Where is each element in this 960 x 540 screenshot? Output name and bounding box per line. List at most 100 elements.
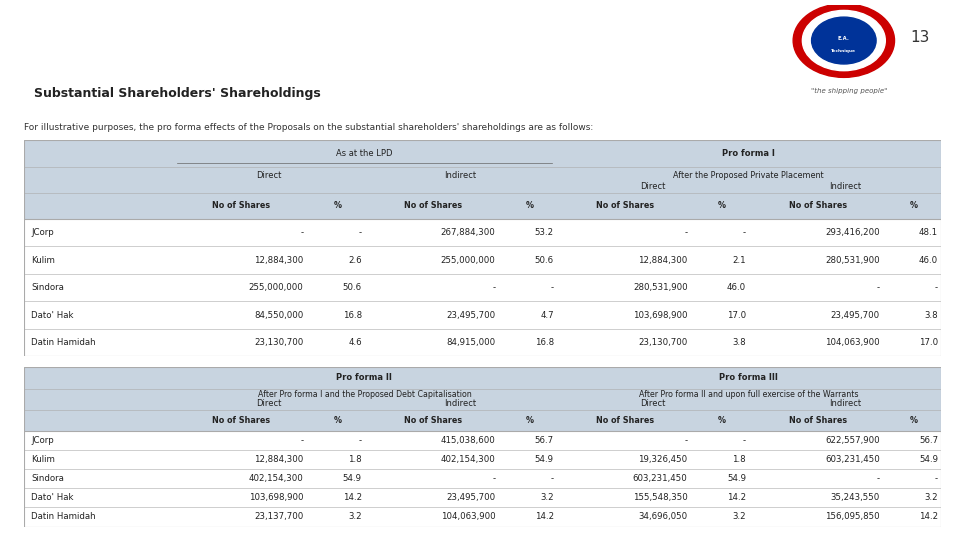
Text: After Pro forma II and upon full exercise of the Warrants: After Pro forma II and upon full exercis… [639,390,858,399]
Text: 19,326,450: 19,326,450 [638,455,687,464]
Text: 14.2: 14.2 [535,512,554,522]
Text: Sindora: Sindora [32,283,64,292]
Text: 23,137,700: 23,137,700 [254,512,303,522]
Text: %: % [910,416,918,425]
Bar [24,246,941,274]
Text: Kulim: Kulim [32,255,56,265]
Text: 23,130,700: 23,130,700 [638,338,687,347]
Bar [24,166,941,193]
Bar [24,431,941,450]
Text: 402,154,300: 402,154,300 [441,455,495,464]
Text: 14.2: 14.2 [343,494,362,502]
Text: 23,495,700: 23,495,700 [830,310,879,320]
Text: -: - [492,474,495,483]
Text: 103,698,900: 103,698,900 [249,494,303,502]
Text: JCorp: JCorp [32,228,54,237]
Text: Effects of the Proposals: Effects of the Proposals [11,26,227,41]
Text: After Pro forma I and the Proposed Debt Capitalisation: After Pro forma I and the Proposed Debt … [257,390,471,399]
Text: %: % [717,416,726,425]
Bar [24,140,941,166]
Text: 14.2: 14.2 [919,512,938,522]
Text: 17.0: 17.0 [727,310,746,320]
Text: Pro forma III: Pro forma III [719,373,779,382]
Text: 16.8: 16.8 [343,310,362,320]
Circle shape [793,4,895,77]
Text: 2.6: 2.6 [348,255,362,265]
Bar [24,469,941,488]
Text: 16.8: 16.8 [535,338,554,347]
Text: 12,884,300: 12,884,300 [638,255,687,265]
Text: For illustrative purposes, the pro forma effects of the Proposals on the substan: For illustrative purposes, the pro forma… [24,123,593,132]
Text: 12,884,300: 12,884,300 [254,455,303,464]
Text: Technique: Technique [831,50,856,53]
Text: 104,063,900: 104,063,900 [441,512,495,522]
Text: 34,696,050: 34,696,050 [638,512,687,522]
Bar [24,301,941,329]
Text: 84,550,000: 84,550,000 [254,310,303,320]
Text: -: - [492,283,495,292]
Text: %: % [525,201,534,210]
Bar [24,389,941,410]
Text: 293,416,200: 293,416,200 [825,228,879,237]
Text: -: - [876,474,879,483]
Circle shape [803,10,885,71]
Text: No of Shares: No of Shares [404,416,463,425]
Text: %: % [910,201,918,210]
Text: 23,495,700: 23,495,700 [446,494,495,502]
Text: 255,000,000: 255,000,000 [441,255,495,265]
Text: -: - [551,283,554,292]
Text: 103,698,900: 103,698,900 [633,310,687,320]
Text: 603,231,450: 603,231,450 [825,455,879,464]
Text: After the Proposed Private Placement: After the Proposed Private Placement [673,171,824,180]
Text: 1.8: 1.8 [732,455,746,464]
Text: 1.8: 1.8 [348,455,362,464]
Text: Datin Hamidah: Datin Hamidah [32,512,96,522]
Text: 23,130,700: 23,130,700 [254,338,303,347]
Text: No of Shares: No of Shares [788,201,847,210]
Text: 3.2: 3.2 [924,494,938,502]
Text: %: % [717,201,726,210]
Text: -: - [743,228,746,237]
Text: 54.9: 54.9 [919,455,938,464]
Text: -: - [300,436,303,446]
Bar [24,508,941,526]
Text: 12,884,300: 12,884,300 [254,255,303,265]
Text: Pro forma I: Pro forma I [722,149,775,158]
Text: 56.7: 56.7 [535,436,554,446]
Text: 50.6: 50.6 [343,283,362,292]
Bar [24,219,941,246]
Text: -: - [935,474,938,483]
Text: Indirect: Indirect [444,399,476,408]
Bar [24,488,941,508]
Text: Indirect: Indirect [828,181,861,191]
Bar [24,329,941,356]
Text: -: - [935,283,938,292]
Bar [24,410,941,431]
Text: Indirect: Indirect [828,399,861,408]
Text: 48.1: 48.1 [919,228,938,237]
Text: 17.0: 17.0 [919,338,938,347]
Text: E.A.: E.A. [838,36,850,42]
Text: 84,915,000: 84,915,000 [446,338,495,347]
Text: Dato' Hak: Dato' Hak [32,310,74,320]
Text: 3.8: 3.8 [924,310,938,320]
Text: 46.0: 46.0 [727,283,746,292]
Text: Direct: Direct [255,171,281,180]
Text: Kulim: Kulim [32,455,56,464]
Text: No of Shares: No of Shares [212,416,271,425]
Text: No of Shares: No of Shares [596,416,655,425]
Text: JCorp: JCorp [32,436,54,446]
Text: 3.2: 3.2 [348,512,362,522]
Text: 4.7: 4.7 [540,310,554,320]
Text: -: - [359,436,362,446]
Text: 4.6: 4.6 [348,338,362,347]
Text: 622,557,900: 622,557,900 [825,436,879,446]
Text: -: - [684,228,687,237]
Text: 13: 13 [910,30,929,45]
Text: 54.9: 54.9 [535,455,554,464]
Bar [24,193,941,219]
Text: 46.0: 46.0 [919,255,938,265]
Text: Sindora: Sindora [32,474,64,483]
Text: 267,884,300: 267,884,300 [441,228,495,237]
Text: 56.7: 56.7 [919,436,938,446]
